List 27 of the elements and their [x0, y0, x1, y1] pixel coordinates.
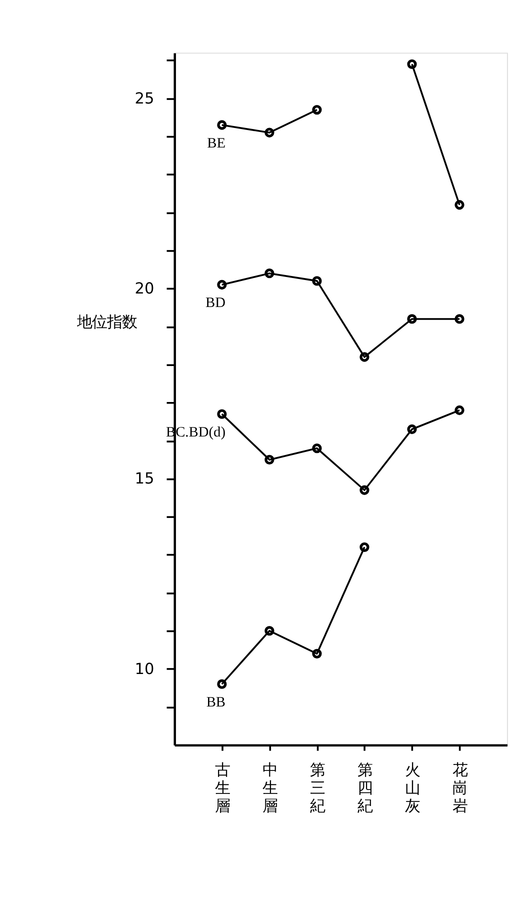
- point: [264, 268, 274, 278]
- x-tick-label: 火山灰: [404, 761, 420, 816]
- series-label: BE: [207, 135, 226, 152]
- x-tick-label: 第三紀: [310, 761, 325, 816]
- x-tick-label: 第四紀: [357, 761, 372, 816]
- series-label: BD: [206, 295, 226, 312]
- point: [407, 424, 417, 434]
- x-tick-label: 中生層: [262, 761, 278, 816]
- point: [312, 443, 322, 454]
- point: [360, 485, 370, 495]
- point: [360, 352, 370, 362]
- point: [312, 276, 322, 286]
- y-tick-label: 25: [134, 89, 154, 108]
- point: [407, 59, 417, 69]
- y-tick-label: 10: [134, 660, 154, 678]
- point: [407, 314, 417, 324]
- x-tick-label: 花崗岩: [452, 761, 468, 816]
- point: [264, 128, 274, 138]
- point: [312, 648, 322, 658]
- point: [312, 104, 322, 115]
- y-axis-title: 地位指数: [76, 312, 137, 331]
- series-label: BB: [206, 694, 226, 711]
- y-tick-label: 15: [134, 470, 154, 488]
- x-tick-label: 古生層: [214, 761, 230, 816]
- point: [264, 454, 274, 465]
- y-tick-label: 20: [134, 279, 154, 298]
- point: [264, 626, 274, 636]
